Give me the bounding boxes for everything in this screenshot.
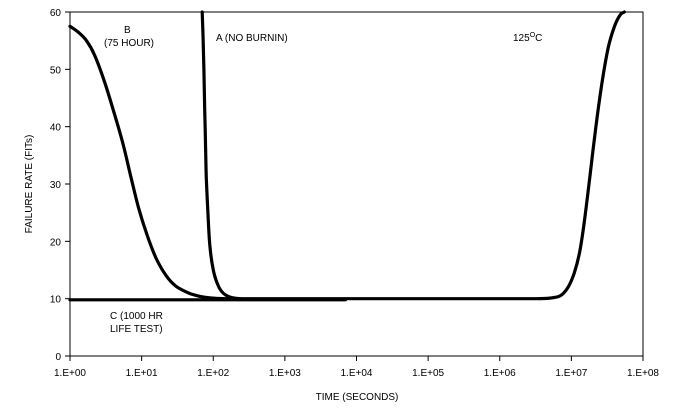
series-label-b-line2: (75 HOUR) bbox=[104, 38, 154, 49]
x-tick-label: 1.E+06 bbox=[484, 368, 516, 379]
y-axis-label: FAILURE RATE (FITs) bbox=[24, 135, 35, 234]
y-tick-label: 40 bbox=[50, 123, 62, 134]
y-tick-label: 20 bbox=[50, 237, 62, 248]
x-axis-ticks: 1.E+00 1.E+01 1.E+02 1.E+03 1.E+04 1.E+05 1.E+… bbox=[54, 356, 659, 379]
x-tick-label: 1.E+05 bbox=[412, 368, 444, 379]
y-tick-label: 60 bbox=[50, 8, 62, 19]
plot-frame bbox=[69, 11, 644, 357]
series-label-c-line1: C (1000 HR bbox=[110, 311, 163, 322]
series-curves bbox=[68, 10, 626, 302]
y-tick-label: 30 bbox=[50, 180, 62, 191]
x-tick-label: 1.E+07 bbox=[555, 368, 587, 379]
y-axis-ticks: 0 10 20 30 40 50 60 bbox=[50, 8, 70, 363]
x-tick-label: 1.E+04 bbox=[341, 368, 373, 379]
x-tick-label: 1.E+01 bbox=[126, 368, 158, 379]
x-tick-label: 1.E+02 bbox=[197, 368, 229, 379]
x-tick-label: 1.E+00 bbox=[54, 368, 86, 379]
y-tick-label: 0 bbox=[55, 352, 61, 363]
series-label-c-line2: LIFE TEST) bbox=[110, 324, 163, 335]
series-label-a: A (NO BURNIN) bbox=[216, 33, 288, 44]
y-tick-label: 10 bbox=[50, 295, 62, 306]
x-axis-label: TIME (SECONDS) bbox=[316, 392, 399, 403]
y-tick-label: 50 bbox=[50, 65, 62, 76]
series-b-curve bbox=[68, 24, 237, 301]
temperature-label: 125OC bbox=[513, 32, 542, 44]
series-a-curve bbox=[200, 10, 626, 301]
x-tick-label: 1.E+03 bbox=[269, 368, 301, 379]
x-tick-label: 1.E+08 bbox=[627, 368, 659, 379]
series-label-b-line1: B bbox=[124, 25, 131, 36]
